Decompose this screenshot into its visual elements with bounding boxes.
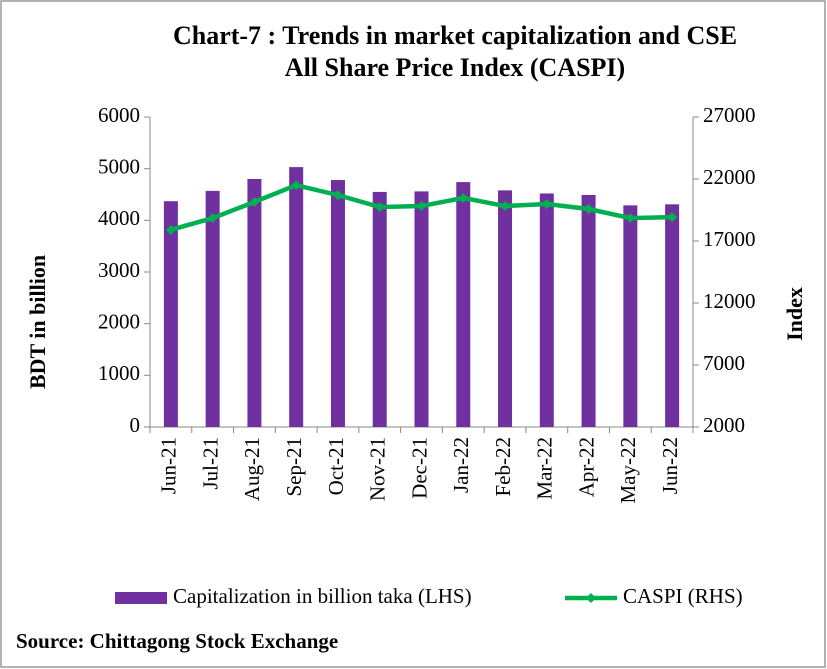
bar — [623, 205, 638, 427]
bar — [247, 179, 262, 427]
y-tick-label: 6000 — [98, 103, 140, 127]
y2-tick-label: 7000 — [703, 351, 745, 375]
legend-label: Capitalization in billion taka (LHS) — [173, 584, 472, 608]
chart-title: All Share Price Index (CASPI) — [285, 53, 625, 82]
y-tick-label: 0 — [130, 413, 141, 437]
y2-axis-label: Index — [782, 287, 807, 341]
marker — [500, 201, 511, 212]
legend-label: CASPI (RHS) — [623, 584, 743, 608]
y-tick-label: 2000 — [98, 309, 140, 333]
x-tick-label: Sep-21 — [282, 437, 306, 497]
bar — [498, 190, 513, 427]
x-tick-label: Apr-22 — [574, 437, 598, 497]
bar — [414, 191, 429, 427]
marker — [374, 202, 385, 213]
y2-tick-label: 2000 — [703, 413, 745, 437]
marker — [207, 213, 218, 224]
x-tick-label: Jul-21 — [198, 437, 222, 490]
source-note: Source: Chittagong Stock Exchange — [16, 629, 338, 653]
x-tick-label: Jun-22 — [658, 437, 682, 494]
marker — [625, 213, 636, 224]
marker — [667, 212, 678, 223]
chart-title: Chart-7 : Trends in market capitalizatio… — [173, 21, 737, 50]
bar — [372, 191, 387, 427]
y2-tick-label: 17000 — [703, 227, 756, 251]
y-tick-label: 1000 — [98, 361, 140, 385]
bar — [330, 180, 345, 427]
x-tick-label: Jan-22 — [449, 437, 473, 493]
marker — [291, 180, 302, 191]
y-tick-label: 4000 — [98, 206, 140, 230]
y2-tick-label: 27000 — [703, 103, 756, 127]
y-tick-label: 3000 — [98, 258, 140, 282]
marker — [458, 192, 469, 203]
bar — [205, 190, 220, 427]
marker — [583, 204, 594, 215]
marker — [332, 190, 343, 201]
bar — [539, 193, 554, 427]
x-tick-label: May-22 — [616, 437, 640, 504]
x-tick-label: Nov-21 — [366, 437, 390, 501]
x-tick-label: Oct-21 — [324, 437, 348, 495]
y-axis-label: BDT in billion — [25, 255, 50, 389]
bar — [289, 167, 304, 427]
y-tick-label: 5000 — [98, 154, 140, 178]
x-tick-label: Feb-22 — [491, 437, 515, 497]
x-tick-label: Aug-21 — [240, 437, 264, 501]
x-tick-label: Dec-21 — [407, 437, 431, 499]
marker — [416, 201, 427, 212]
marker — [541, 199, 552, 210]
marker — [249, 196, 260, 207]
y2-tick-label: 12000 — [703, 289, 756, 313]
x-tick-label: Mar-22 — [533, 437, 557, 500]
legend-swatch — [115, 592, 167, 604]
marker — [165, 224, 176, 235]
bar — [581, 195, 596, 427]
bar — [456, 182, 471, 427]
x-tick-label: Jun-21 — [157, 437, 181, 494]
legend-marker — [586, 593, 596, 603]
bar — [163, 201, 178, 427]
bar — [665, 204, 680, 427]
y2-tick-label: 22000 — [703, 165, 756, 189]
